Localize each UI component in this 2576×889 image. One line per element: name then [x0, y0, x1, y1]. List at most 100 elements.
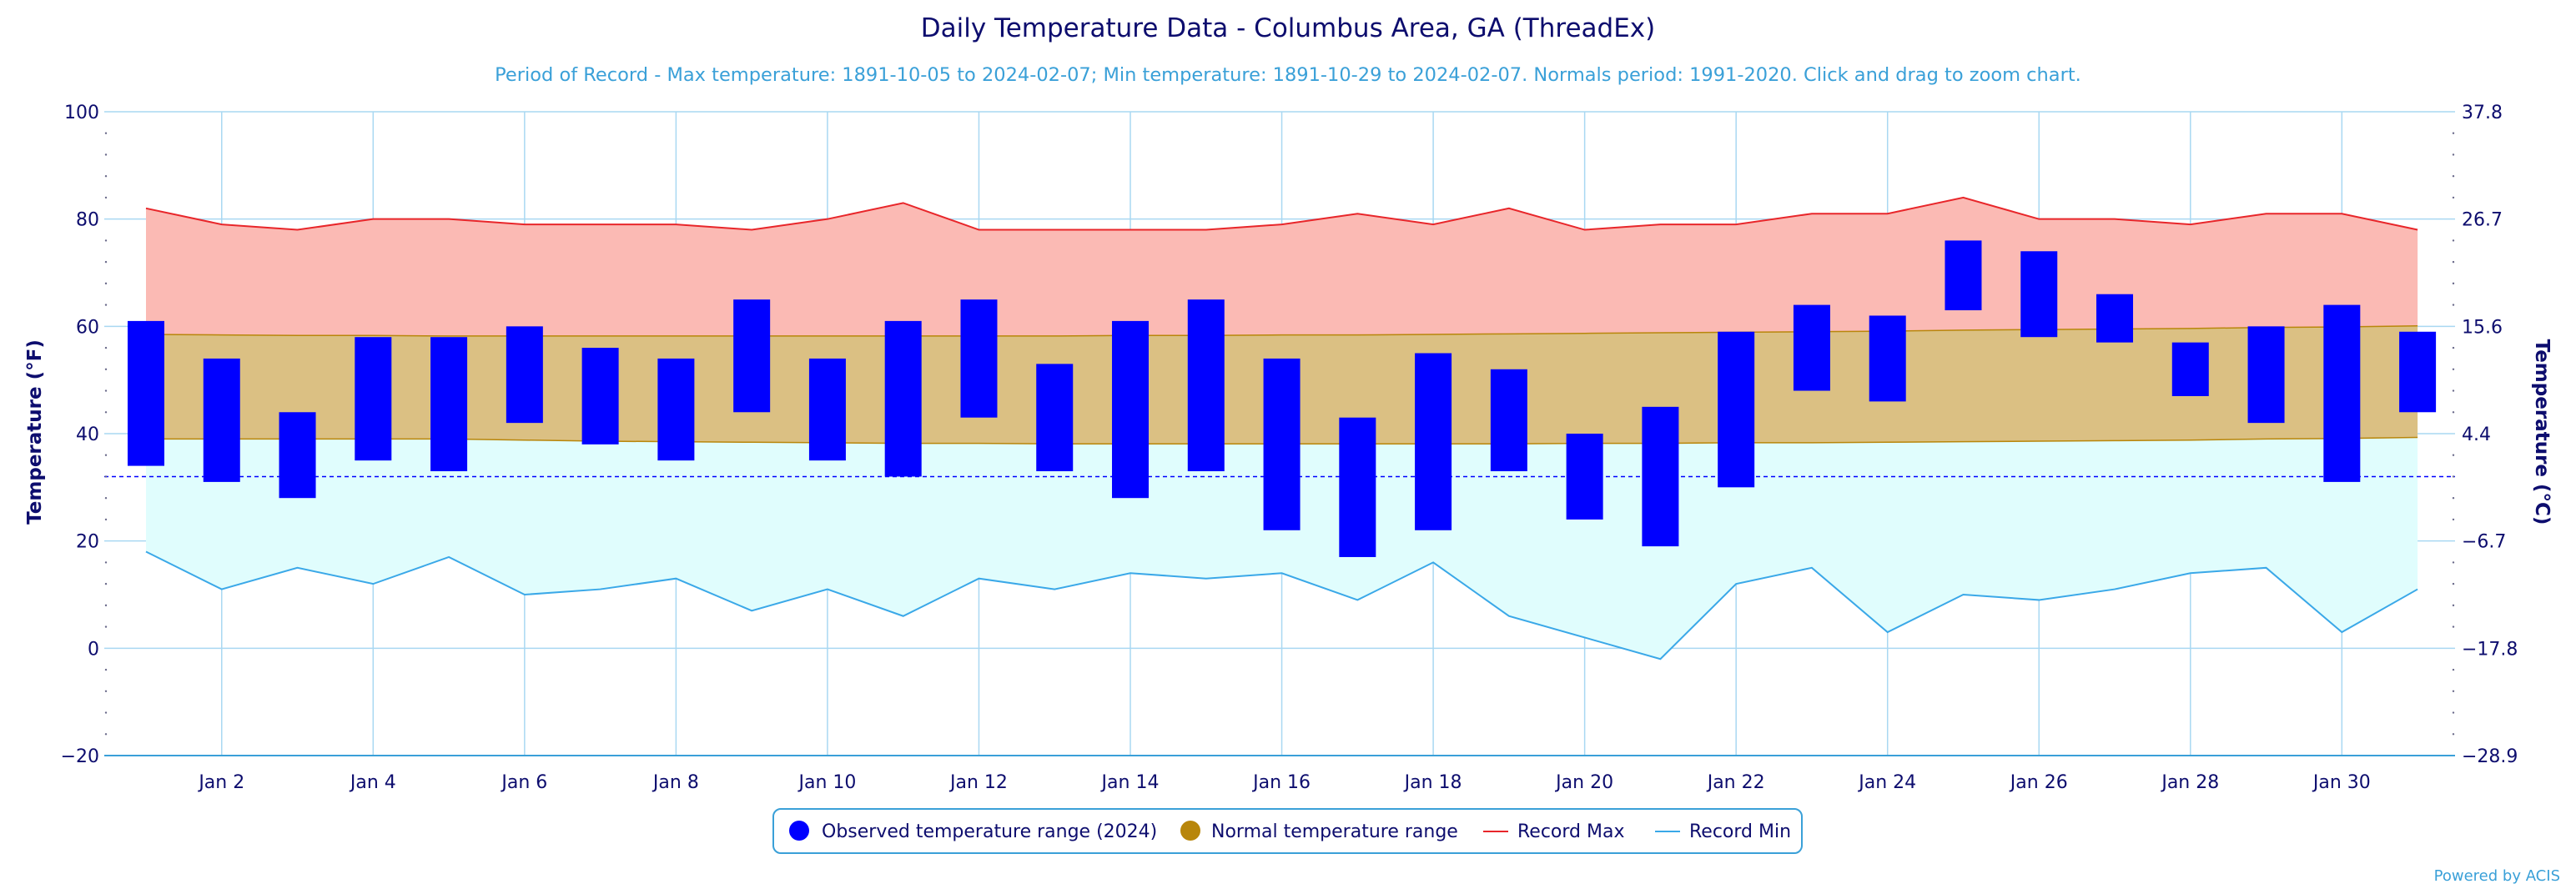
x-tick-label: Jan 4 — [349, 772, 396, 793]
observed-range-bar — [2096, 294, 2134, 343]
observed-range-bars — [128, 240, 2437, 557]
observed-range-bar — [2399, 331, 2437, 413]
x-tick-label: Jan 28 — [2160, 772, 2219, 793]
x-tick-label: Jan 18 — [1403, 772, 1462, 793]
minor-tick-right — [2452, 153, 2455, 156]
minor-tick-left — [104, 260, 108, 264]
y-axis-title-right: Temperature (°C) — [2531, 339, 2553, 525]
minor-tick-left — [104, 368, 108, 370]
minor-tick-left — [104, 711, 108, 714]
y-tick-label-right: 15.6 — [2462, 317, 2503, 338]
x-tick-label: Jan 14 — [1100, 772, 1160, 793]
observed-range-bar — [1263, 358, 1301, 530]
minor-tick-right — [2452, 454, 2455, 456]
minor-tick-right — [2452, 497, 2455, 500]
observed-range-bar — [1945, 240, 1982, 311]
y-tick-label-left: 60 — [76, 317, 99, 338]
legend-record-min-label[interactable]: Record Min — [1689, 821, 1791, 842]
minor-tick-left — [104, 625, 108, 628]
minor-tick-right — [2452, 625, 2455, 628]
y-tick-label-right: −6.7 — [2462, 532, 2506, 553]
y-tick-label-right: 37.8 — [2462, 103, 2503, 123]
minor-tick-left — [104, 239, 108, 242]
y-tick-label-left: 40 — [76, 424, 99, 445]
minor-tick-right — [2452, 582, 2455, 585]
minor-tick-right — [2452, 346, 2455, 349]
credit-link[interactable]: Powered by ACIS — [2434, 867, 2560, 885]
minor-tick-left — [104, 132, 108, 134]
axes: 100 37.8 80 26.7 60 15.6 40 4.4 20 −6.7 0 −17.8 −20 −… — [61, 103, 2518, 793]
above-normal-area — [146, 197, 2418, 336]
observed-range-bar — [960, 299, 998, 418]
minor-tick-right — [2452, 196, 2455, 199]
minor-tick-right — [2452, 282, 2455, 285]
minor-tick-right — [2452, 518, 2455, 521]
observed-range-bar — [355, 337, 392, 461]
minor-tick-left — [104, 668, 108, 671]
observed-range-bar — [506, 326, 543, 424]
observed-range-bar — [581, 348, 619, 444]
minor-tick-left — [104, 475, 108, 478]
x-tick-label: Jan 20 — [1554, 772, 1613, 793]
x-tick-label: Jan 8 — [652, 772, 699, 793]
minor-tick-right — [2452, 711, 2455, 714]
minor-tick-right — [2452, 304, 2455, 306]
minor-tick-right — [2452, 411, 2455, 414]
minor-tick-left — [104, 561, 108, 564]
x-tick-label: Jan 2 — [197, 772, 244, 793]
observed-range-bar — [1112, 320, 1150, 499]
minor-tick-left — [104, 690, 108, 692]
minor-tick-right — [2452, 239, 2455, 242]
minor-tick-left — [104, 518, 108, 521]
minor-tick-right — [2452, 604, 2455, 607]
x-tick-label: Jan 26 — [2009, 772, 2068, 793]
x-tick-label: Jan 12 — [948, 772, 1008, 793]
minor-tick-left — [104, 175, 108, 178]
legend-record-max-label[interactable]: Record Max — [1517, 821, 1625, 842]
minor-tick-left — [104, 497, 108, 500]
x-tick-label: Jan 6 — [500, 772, 547, 793]
observed-range-bar — [2020, 251, 2058, 338]
observed-range-bar — [2247, 326, 2285, 424]
observed-range-bar — [1793, 304, 1830, 391]
record-max-line — [145, 196, 2418, 231]
observed-range-bar — [2323, 304, 2361, 482]
minor-tick-left — [104, 604, 108, 607]
legend-observed-icon — [789, 821, 809, 841]
observed-range-bar — [1718, 331, 1755, 488]
y-axis-title-left: Temperature (°F) — [24, 339, 46, 525]
observed-range-bar — [1036, 364, 1074, 472]
observed-range-bar — [1642, 406, 1679, 547]
minor-tick-right — [2452, 668, 2455, 671]
minor-tick-left — [104, 411, 108, 414]
record-lines — [145, 196, 2418, 660]
observed-range-bar — [279, 412, 316, 499]
y-tick-label-right: 26.7 — [2462, 210, 2503, 231]
minor-tick-right — [2452, 368, 2455, 370]
legend-observed-label[interactable]: Observed temperature range (2024) — [822, 821, 1157, 842]
record-min-line — [145, 550, 2418, 660]
y-tick-label-right: −28.9 — [2462, 746, 2518, 767]
y-tick-label-left: 80 — [76, 210, 99, 231]
minor-tick-right — [2452, 175, 2455, 178]
minor-tick-left — [104, 733, 108, 736]
observed-range-bar — [128, 320, 164, 466]
observed-range-bar — [808, 358, 846, 461]
minor-tick-right — [2452, 733, 2455, 736]
legend-normal-label[interactable]: Normal temperature range — [1211, 821, 1458, 842]
minor-tick-right — [2452, 690, 2455, 692]
legend: Observed temperature range (2024) Normal… — [772, 808, 1803, 854]
observed-range-bar — [657, 358, 695, 461]
observed-range-bar — [203, 358, 240, 482]
observed-range-bar — [1566, 434, 1603, 520]
x-tick-label: Jan 10 — [797, 772, 856, 793]
observed-range-bar — [1187, 299, 1225, 472]
legend-box — [772, 808, 1803, 854]
x-tick-label: Jan 30 — [2312, 772, 2371, 793]
minor-tick-right — [2452, 475, 2455, 478]
observed-range-bar — [1869, 315, 1906, 402]
minor-tick-left — [104, 282, 108, 285]
x-tick-label: Jan 24 — [1857, 772, 1916, 793]
minor-tick-right — [2452, 132, 2455, 134]
